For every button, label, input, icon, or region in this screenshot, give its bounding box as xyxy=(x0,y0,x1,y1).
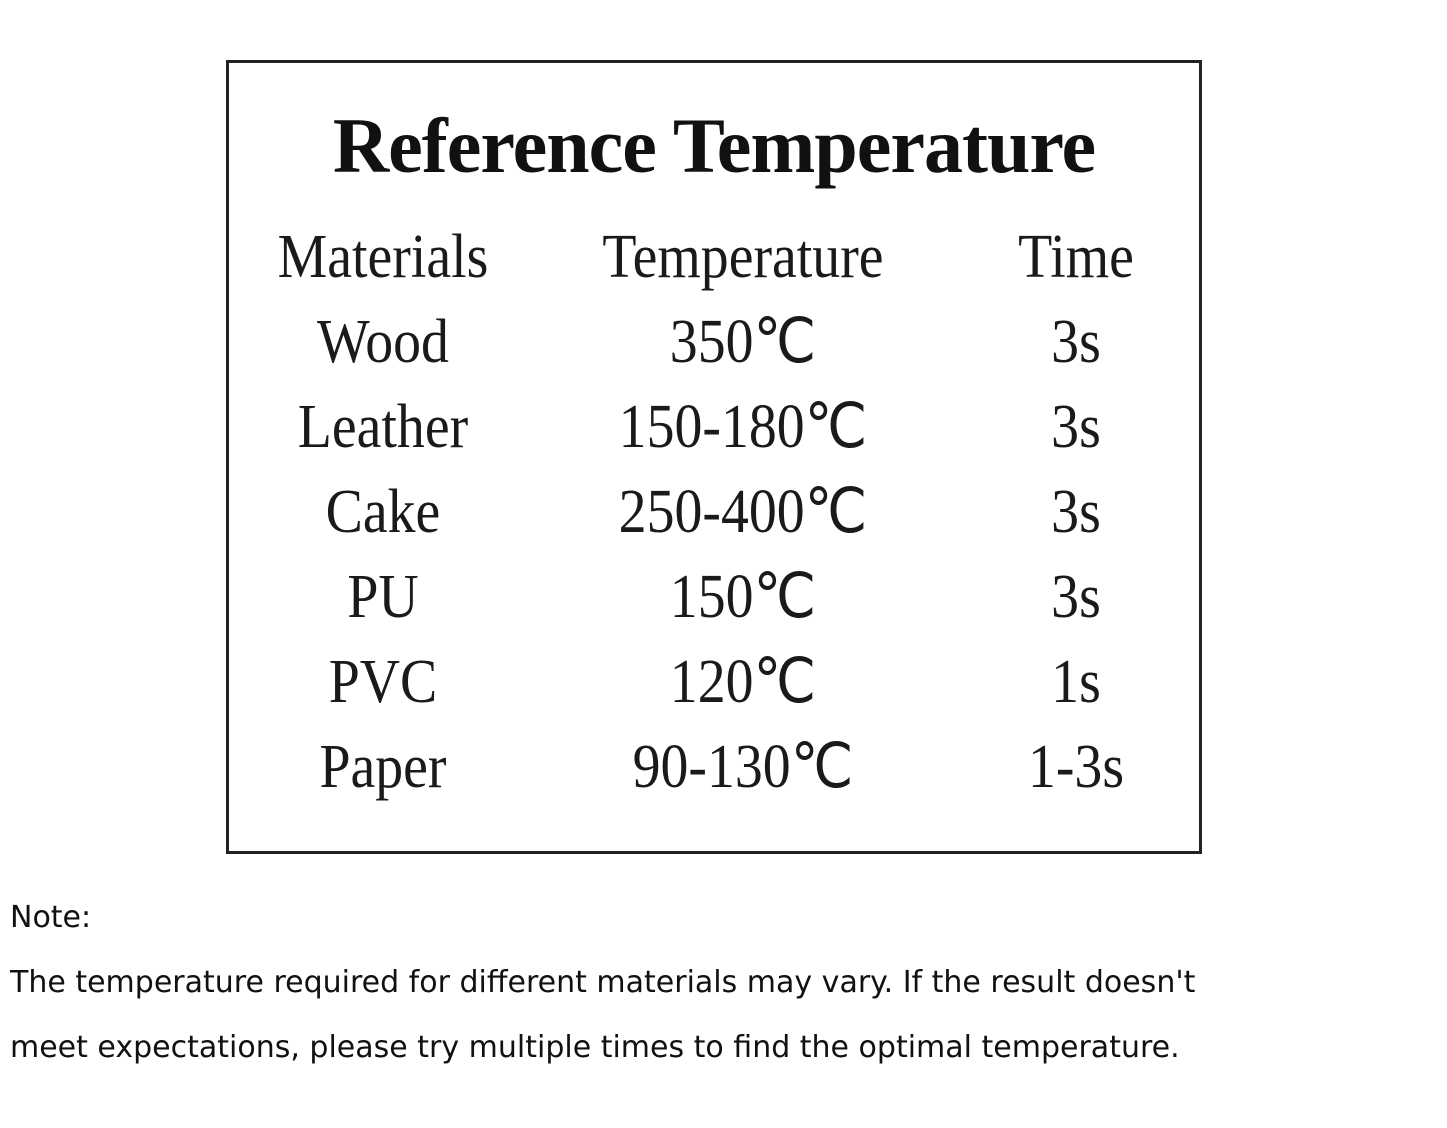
table-cell: PVC xyxy=(328,648,438,716)
table-cell: 3s xyxy=(1051,563,1101,631)
table-cell: Cake xyxy=(325,478,441,546)
table-cell: 3s xyxy=(1051,478,1101,546)
table-cell: 120℃ xyxy=(669,648,817,716)
note-line: meet expectations, please try multiple t… xyxy=(10,1030,1180,1065)
table-cell: 1s xyxy=(1051,648,1101,716)
table-cell: 3s xyxy=(1051,393,1101,461)
table-cell: 250-400℃ xyxy=(618,478,868,546)
header-cell: Materials xyxy=(277,223,489,291)
table-cell: 90-130℃ xyxy=(632,733,854,801)
table-cell: Wood xyxy=(317,308,449,376)
header-cell: Temperature xyxy=(602,223,884,291)
reference-card: Reference Temperature Materials Temperatu… xyxy=(226,60,1202,854)
header-cell: Time xyxy=(1018,223,1134,291)
table-cell: Leather xyxy=(297,393,469,461)
table-cell: Paper xyxy=(319,733,447,801)
table-cell: PU xyxy=(347,563,419,631)
table-cell: 3s xyxy=(1051,308,1101,376)
table-cell: 1-3s xyxy=(1027,733,1125,801)
note-line: The temperature required for different m… xyxy=(10,965,1196,1000)
table-cell: 350℃ xyxy=(669,308,817,376)
note: Note: The temperature required for diffe… xyxy=(10,895,1195,1090)
table-cell: 150-180℃ xyxy=(618,393,868,461)
title: Reference Temperature xyxy=(332,102,1096,189)
table-cell: 150℃ xyxy=(669,563,817,631)
note-label: Note: xyxy=(10,900,92,935)
